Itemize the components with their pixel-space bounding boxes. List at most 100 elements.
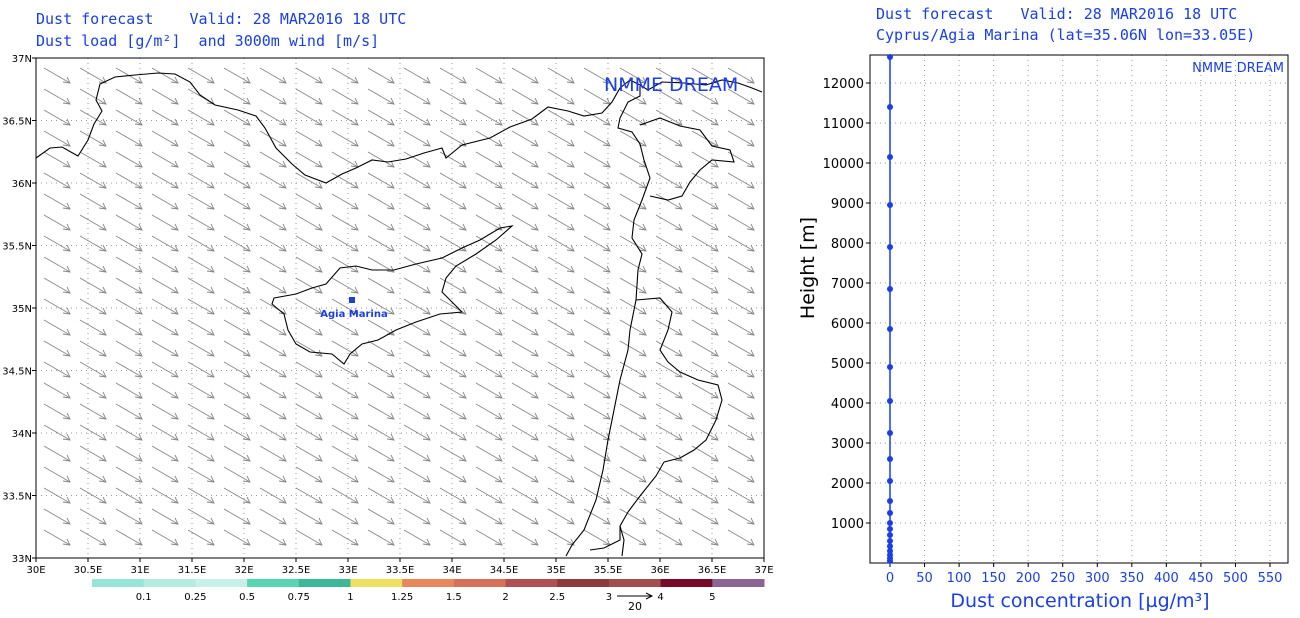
wind-vector (691, 508, 719, 525)
wind-vector (511, 67, 539, 84)
wind-vector-head (422, 349, 431, 357)
wind-vector (223, 67, 251, 84)
profile-frame (869, 54, 1289, 564)
wind-vector (691, 151, 719, 168)
wind-vector (223, 193, 251, 210)
wind-vector-head (242, 433, 251, 441)
wind-vector (619, 340, 647, 357)
wind-vector (511, 214, 539, 231)
wind-vector (619, 109, 647, 126)
colorbar-segment (350, 579, 403, 587)
wind-vector (331, 193, 359, 210)
wind-vector-head (134, 496, 143, 504)
wind-vector-head (638, 328, 647, 336)
wind-vector (475, 88, 503, 105)
wind-vector (547, 172, 575, 189)
wind-vector-head (746, 349, 755, 357)
wind-vector (79, 487, 107, 504)
wind-vector-head (206, 202, 215, 210)
wind-vector-head (422, 517, 431, 525)
wind-vector (367, 214, 395, 231)
wind-vector (331, 340, 359, 357)
wind-vector-head (746, 538, 755, 546)
wind-vector-head (458, 118, 467, 126)
colorbar-segment (143, 579, 196, 587)
map-lon-tick-label: 31E (130, 565, 149, 576)
wind-vector-head (638, 265, 647, 273)
wind-vector (295, 487, 323, 504)
wind-vector (619, 529, 647, 546)
wind-vector-head (314, 433, 323, 441)
map-lon-tick-label: 34E (442, 565, 461, 576)
wind-vector (223, 403, 251, 420)
wind-vector (403, 466, 431, 483)
wind-vector (259, 256, 287, 273)
wind-vector (475, 151, 503, 168)
wind-vector-head (710, 118, 719, 126)
wind-vector (403, 172, 431, 189)
map-lon-tick-label: 36E (650, 565, 669, 576)
wind-vector (403, 424, 431, 441)
wind-vector-head (602, 412, 611, 420)
wind-vector (43, 130, 71, 147)
wind-vector-head (134, 286, 143, 294)
wind-vector (727, 361, 755, 378)
wind-vector-head (314, 286, 323, 294)
wind-vector (295, 67, 323, 84)
wind-vector (295, 235, 323, 252)
wind-vector-head (638, 517, 647, 525)
wind-vector (79, 361, 107, 378)
wind-vector (403, 445, 431, 462)
wind-vector (187, 172, 215, 189)
wind-vector-head (638, 391, 647, 399)
wind-vector (223, 88, 251, 105)
wind-vector (511, 382, 539, 399)
wind-vector-head (170, 538, 179, 546)
wind-vector (619, 88, 647, 105)
wind-vector (223, 340, 251, 357)
wind-vector-head (134, 475, 143, 483)
wind-vector-head (710, 181, 719, 189)
wind-vector (43, 214, 71, 231)
wind-vector (439, 109, 467, 126)
wind-vector-head (746, 496, 755, 504)
wind-vector (367, 424, 395, 441)
wind-vector-head (134, 139, 143, 147)
profile-y-tick-label: 8000 (831, 237, 864, 252)
wind-vector-head (530, 307, 539, 315)
wind-vector (115, 529, 143, 546)
wind-vector (403, 130, 431, 147)
wind-vector (187, 529, 215, 546)
wind-vector (151, 445, 179, 462)
wind-vector-head (242, 412, 251, 420)
wind-vector (403, 88, 431, 105)
wind-vector (655, 214, 683, 231)
wind-vector-head (458, 349, 467, 357)
wind-vector (295, 193, 323, 210)
wind-vector (475, 298, 503, 315)
wind-vector (655, 382, 683, 399)
wind-vector (403, 487, 431, 504)
wind-vector-head (206, 223, 215, 231)
wind-vector-head (458, 475, 467, 483)
wind-vector-head (746, 391, 755, 399)
wind-vector-head (566, 538, 575, 546)
dust-map: Agia Marina NMME DREAM 30E 30.5E 31E 31.5E 3… (2, 54, 773, 613)
wind-vector-head (674, 517, 683, 525)
wind-vector (475, 235, 503, 252)
wind-vector-head (674, 328, 683, 336)
wind-vector (403, 403, 431, 420)
wind-vector-head (62, 433, 71, 441)
wind-vector-head (710, 307, 719, 315)
wind-vector-head (134, 181, 143, 189)
wind-vector (43, 277, 71, 294)
wind-vector-head (350, 496, 359, 504)
profile-point (887, 532, 893, 538)
wind-vector (511, 88, 539, 105)
wind-vector (187, 319, 215, 336)
colorbar-label: 1.5 (446, 592, 462, 603)
wind-vector (79, 340, 107, 357)
wind-vector-head (530, 139, 539, 147)
wind-vector (331, 109, 359, 126)
wind-vector (583, 529, 611, 546)
